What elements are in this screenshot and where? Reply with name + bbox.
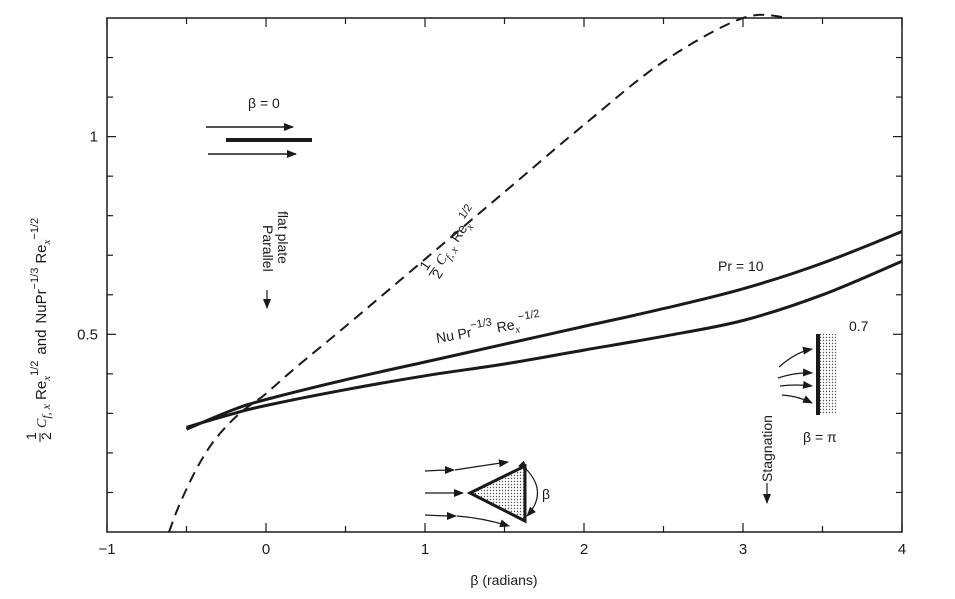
- cf-label-re-sub: x: [463, 221, 476, 233]
- annotation-parallel: Parallel: [260, 225, 276, 272]
- annotation-parallel-flat-plate: Parallel flat plate: [260, 211, 291, 272]
- nu-label-re-sup: −1/2: [517, 308, 540, 324]
- nu-label-nu-sup: −1/3: [469, 316, 492, 332]
- x-tick-label: 4: [898, 541, 906, 558]
- wedge-flow-3: [424, 511, 457, 520]
- annotation-stagnation: Stagnation: [759, 415, 775, 482]
- y-label-re1-sup: 1/2: [29, 361, 41, 376]
- series-cf-dashed: [168, 13, 790, 533]
- stagnation-flow-2: [777, 368, 813, 379]
- wedge-flow-1: [424, 466, 455, 475]
- annotation-cf-curve-label: 1 2 Cf, xRex1/2: [416, 202, 485, 282]
- y-label-re1-sub: x: [41, 376, 53, 382]
- wedge-flow-1b: [454, 459, 509, 471]
- x-tick-label: −1: [98, 541, 115, 558]
- y-label-nu: NuPr: [33, 289, 50, 323]
- cf-label-re-sup: 1/2: [456, 202, 475, 221]
- annotation-pr-0-7: 0.7: [849, 318, 869, 334]
- y-label-frac-num: 1: [23, 432, 39, 440]
- wedge-flow-3b: [456, 515, 510, 528]
- y-axis-label: 1 2 Cf, xRex1/2andNuPr−1/3Rex−1/2: [23, 218, 54, 442]
- series-pr-0-7: [186, 259, 903, 429]
- wedge-angle-arc: [517, 460, 539, 517]
- plot-area: [106, 17, 903, 533]
- nu-label-re: Re: [495, 316, 516, 335]
- svg-text:Nu Pr−1/3Rex−1/2: Nu Pr−1/3 Rex−1/2: [434, 308, 543, 350]
- annotation-beta-zero: β = 0: [248, 95, 280, 111]
- annotation-pr-10: Pr = 10: [718, 258, 764, 274]
- annotation-stagnation-group: Stagnation: [759, 415, 775, 482]
- wedge: [466, 463, 527, 524]
- y-label-c-sub: f, x: [39, 403, 53, 418]
- y-label-c: C: [35, 418, 50, 428]
- stagnation-flow-3: [779, 380, 813, 389]
- y-label-re2: Re: [33, 244, 50, 263]
- y-label-re1: Re: [33, 381, 50, 400]
- x-tick-label: 2: [580, 541, 588, 558]
- cf-label-frac-den: 2: [428, 266, 446, 282]
- stagnation-flow-4: [781, 394, 813, 404]
- y-tick-label: 1: [90, 129, 98, 146]
- nu-label-re-sub: x: [513, 323, 521, 336]
- y-label-frac-den: 2: [38, 432, 54, 440]
- x-tick-label: 0: [262, 541, 270, 558]
- axis-ticks: −1 0 1 2 3 4 0.5 1: [77, 18, 906, 558]
- svg-text:Cf, xRex1/2: Cf, xRex1/2: [428, 202, 485, 270]
- y-label-re2-sup: −1/2: [29, 218, 41, 240]
- stagnation-wall-shading: [820, 334, 837, 414]
- x-tick-label: 3: [739, 541, 747, 558]
- nu-label-nu: Nu Pr: [435, 324, 473, 346]
- x-tick-label: 1: [421, 541, 429, 558]
- series-pr-10: [185, 230, 903, 431]
- x-axis-label: β (radians): [470, 572, 537, 588]
- y-tick-label: 0.5: [77, 326, 98, 343]
- svg-text:Cf, xRex1/2andNuPr−1/3Rex−1/2: Cf, xRex1/2andNuPr−1/3Rex−1/2: [29, 218, 53, 428]
- annotation-beta-pi: β = π: [803, 429, 837, 445]
- y-label-nu-sup: −1/3: [29, 268, 41, 290]
- stagnation-flow-1: [778, 346, 813, 368]
- annotation-wedge-beta: β: [542, 486, 550, 502]
- y-label-re2-sub: x: [41, 239, 53, 245]
- y-label-and: and: [33, 330, 50, 355]
- annotation-nu-curve-label: Nu Pr−1/3 Rex−1/2: [434, 308, 543, 350]
- annotation-flat-plate: flat plate: [275, 211, 291, 264]
